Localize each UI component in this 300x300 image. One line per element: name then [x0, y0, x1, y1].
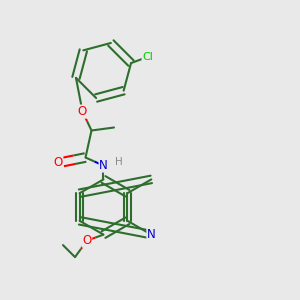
Text: O: O: [82, 234, 91, 247]
Text: O: O: [78, 105, 87, 118]
Text: H: H: [115, 157, 122, 167]
Text: O: O: [54, 155, 63, 169]
Text: Cl: Cl: [142, 52, 153, 62]
Text: N: N: [147, 228, 156, 241]
Text: N: N: [99, 159, 108, 172]
